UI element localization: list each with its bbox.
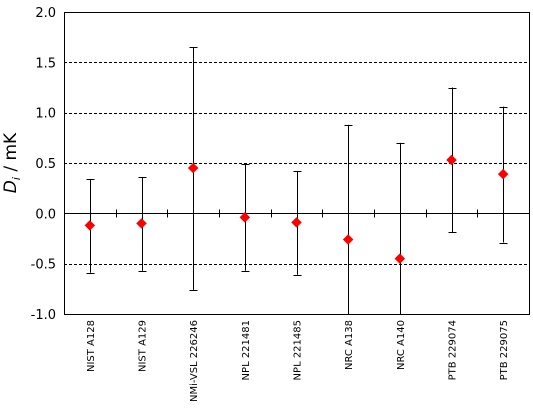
data-point bbox=[84, 220, 96, 231]
category-label: PTB 229075 bbox=[499, 320, 510, 380]
y-tick-label: 1.0 bbox=[35, 107, 56, 122]
category-label: NPL 221485 bbox=[293, 320, 304, 380]
y-axis-title: Di / mK bbox=[1, 132, 23, 193]
x-ticks bbox=[116, 209, 478, 218]
grid-layer bbox=[64, 62, 529, 265]
y-tick-label: 2.0 bbox=[35, 6, 56, 21]
category-label: PTB 229074 bbox=[448, 320, 459, 380]
category-label: NIST A129 bbox=[138, 320, 149, 372]
y-tick-label: 1.5 bbox=[35, 56, 56, 71]
error-bars bbox=[86, 47, 508, 314]
data-point bbox=[291, 217, 302, 228]
y-axis-title-symbol: D bbox=[1, 180, 21, 193]
y-tick-label: 0.0 bbox=[35, 207, 56, 222]
data-point bbox=[239, 212, 251, 223]
data-markers bbox=[84, 154, 509, 264]
y-tick-label: 0.5 bbox=[35, 157, 56, 172]
plot-frame bbox=[64, 12, 530, 315]
category-label: NPL 221481 bbox=[241, 320, 252, 380]
category-label: NMi-VSL 226246 bbox=[189, 320, 200, 402]
category-labels: NIST A128 NIST A129 NMi-VSL 226246 NPL 2214… bbox=[86, 320, 510, 402]
y-axis-title-unit: / mK bbox=[1, 132, 21, 177]
category-label: NRC A138 bbox=[344, 320, 355, 370]
category-label: NIST A128 bbox=[86, 320, 97, 372]
data-point bbox=[446, 154, 457, 166]
y-tick-label: -1.0 bbox=[31, 308, 56, 323]
y-axis-title-subscript: i bbox=[10, 177, 23, 180]
data-point bbox=[187, 162, 199, 174]
data-point bbox=[136, 218, 147, 229]
data-point bbox=[497, 168, 509, 180]
data-point bbox=[394, 253, 406, 264]
y-tick-label: -0.5 bbox=[31, 258, 56, 273]
category-label: NRC A140 bbox=[396, 320, 407, 370]
data-point bbox=[342, 234, 354, 245]
y-tick-labels: -1.0 -0.5 0.0 0.5 1.0 1.5 2.0 bbox=[31, 6, 56, 323]
